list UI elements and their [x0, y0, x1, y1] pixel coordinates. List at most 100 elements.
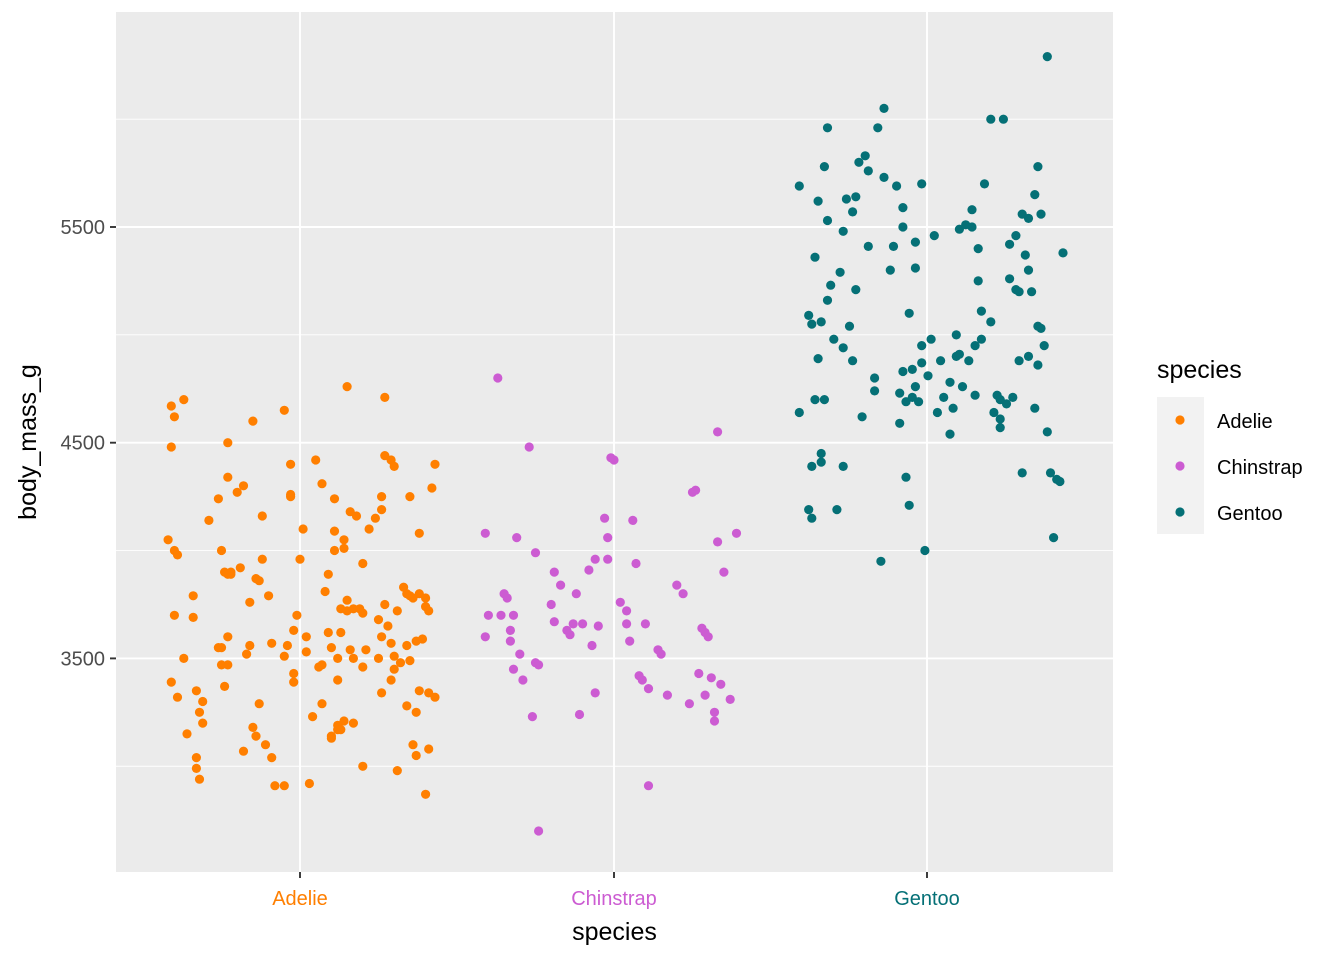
- point-gentoo: [1023, 213, 1034, 223]
- point-chinstrap: [640, 619, 651, 629]
- point-adelie: [172, 550, 183, 560]
- point-adelie: [345, 645, 355, 655]
- point-gentoo: [1011, 231, 1021, 241]
- point-gentoo: [892, 181, 902, 191]
- point-chinstrap: [725, 694, 735, 705]
- point-adelie: [402, 640, 412, 651]
- point-gentoo: [863, 241, 873, 251]
- point-gentoo: [822, 215, 833, 226]
- point-adelie: [424, 606, 434, 616]
- point-chinstrap: [703, 632, 713, 642]
- point-adelie: [326, 643, 336, 653]
- point-adelie: [320, 586, 330, 597]
- point-chinstrap: [505, 625, 515, 636]
- point-chinstrap: [622, 606, 632, 616]
- point-adelie: [389, 664, 399, 674]
- point-adelie: [235, 563, 245, 573]
- point-chinstrap: [493, 373, 503, 383]
- point-gentoo: [857, 412, 867, 422]
- point-chinstrap: [568, 619, 578, 629]
- point-adelie: [358, 761, 368, 771]
- point-gentoo: [804, 310, 814, 320]
- point-adelie: [301, 632, 311, 642]
- point-gentoo: [910, 263, 921, 273]
- point-gentoo: [1023, 265, 1034, 275]
- point-gentoo: [1027, 287, 1037, 297]
- point-adelie: [245, 640, 255, 651]
- point-adelie: [392, 606, 402, 616]
- point-gentoo: [954, 349, 965, 359]
- point-adelie: [405, 656, 415, 666]
- point-adelie: [242, 649, 252, 659]
- point-adelie: [424, 744, 434, 754]
- legend-key-adelie: [1175, 415, 1185, 425]
- point-adelie: [182, 729, 192, 739]
- point-chinstrap: [578, 619, 588, 629]
- point-adelie: [361, 645, 371, 655]
- point-gentoo: [995, 423, 1005, 433]
- point-gentoo: [995, 414, 1005, 424]
- point-chinstrap: [731, 528, 742, 538]
- point-adelie: [430, 459, 440, 469]
- point-chinstrap: [709, 716, 720, 726]
- point-chinstrap: [631, 558, 641, 569]
- point-chinstrap: [590, 688, 600, 698]
- data-points: [163, 52, 1068, 836]
- point-gentoo: [819, 395, 830, 405]
- point-chinstrap: [480, 528, 490, 538]
- x-tick-label-chinstrap: Chinstrap: [571, 888, 657, 910]
- point-adelie: [373, 615, 384, 625]
- point-gentoo: [901, 472, 911, 482]
- point-gentoo: [885, 265, 895, 275]
- point-gentoo: [979, 179, 990, 189]
- point-gentoo: [1005, 274, 1015, 284]
- point-chinstrap: [502, 593, 512, 603]
- point-adelie: [220, 681, 230, 692]
- point-gentoo: [810, 395, 820, 405]
- point-adelie: [223, 472, 233, 482]
- point-gentoo: [822, 295, 833, 305]
- point-adelie: [329, 494, 340, 504]
- point-gentoo: [907, 364, 917, 374]
- point-adelie: [427, 483, 437, 493]
- point-gentoo: [976, 306, 987, 316]
- point-adelie: [364, 524, 374, 534]
- point-chinstrap: [590, 554, 600, 564]
- point-gentoo: [1023, 351, 1034, 361]
- point-adelie: [377, 492, 387, 502]
- point-adelie: [169, 412, 179, 422]
- point-adelie: [191, 686, 201, 696]
- point-gentoo: [932, 407, 943, 418]
- point-chinstrap: [709, 707, 720, 717]
- point-gentoo: [917, 358, 927, 368]
- point-adelie: [336, 725, 346, 735]
- point-adelie: [188, 612, 198, 623]
- point-gentoo: [1030, 403, 1040, 413]
- point-chinstrap: [574, 709, 585, 720]
- point-chinstrap: [512, 533, 522, 543]
- point-gentoo: [876, 556, 886, 566]
- point-chinstrap: [622, 619, 632, 629]
- point-adelie: [223, 438, 233, 448]
- point-adelie: [386, 638, 396, 648]
- point-gentoo: [1055, 476, 1065, 487]
- point-gentoo: [816, 457, 826, 467]
- point-gentoo: [832, 505, 842, 515]
- legend: species Adelie Chinstrap Gentoo: [1157, 356, 1303, 534]
- y-axis: 3500 4500 5500: [61, 217, 116, 670]
- point-chinstrap: [691, 485, 701, 495]
- point-adelie: [194, 774, 205, 784]
- point-adelie: [383, 621, 393, 631]
- point-adelie: [286, 492, 296, 502]
- point-chinstrap: [662, 690, 673, 700]
- point-adelie: [329, 526, 340, 536]
- x-tick-label-adelie: Adelie: [272, 888, 328, 910]
- point-chinstrap: [480, 632, 490, 642]
- point-adelie: [377, 632, 387, 642]
- point-adelie: [172, 692, 183, 702]
- point-chinstrap: [603, 533, 613, 543]
- point-gentoo: [1020, 250, 1030, 260]
- point-adelie: [411, 707, 421, 717]
- point-adelie: [223, 632, 233, 642]
